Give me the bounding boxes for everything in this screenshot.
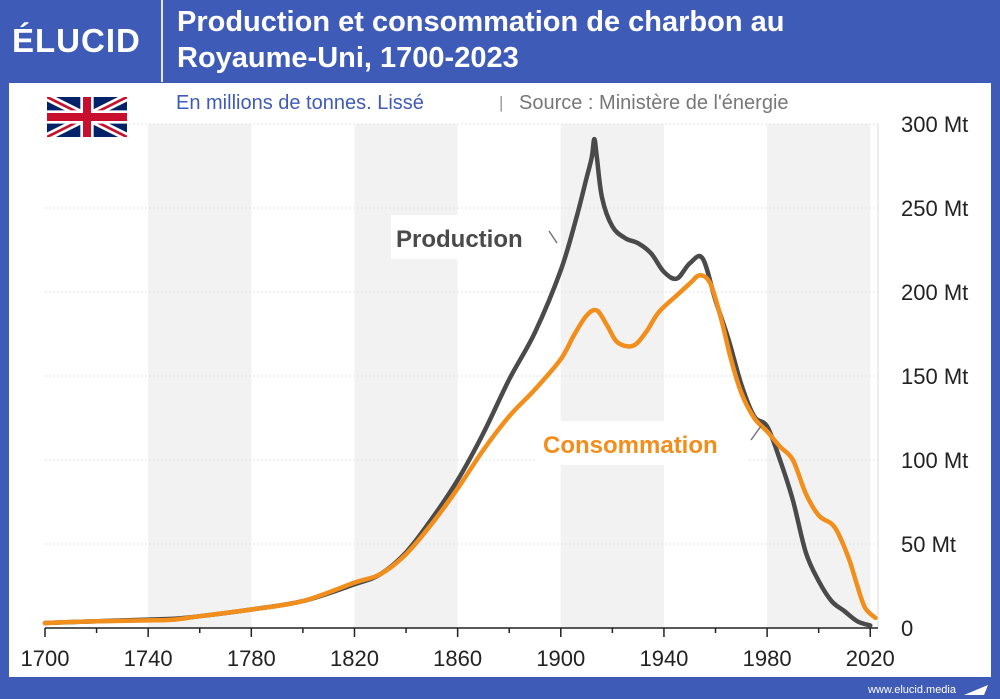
title-line-1: Production et consommation de charbon au	[177, 6, 785, 38]
x-tick-label: 1860	[433, 646, 482, 671]
subtitle-separator: |	[499, 93, 503, 112]
series-line-consommation	[42, 272, 878, 626]
annotation-bg	[537, 421, 747, 465]
annotation-consommation: Consommation	[543, 432, 718, 459]
x-tick-label: 1740	[124, 646, 173, 671]
header: ÉLUCID Production et consommation de cha…	[0, 0, 1000, 82]
x-tick-label: 1820	[330, 646, 379, 671]
x-tick-label: 1940	[639, 646, 688, 671]
uk-flag-icon	[47, 97, 127, 137]
annotation-leader	[548, 230, 558, 244]
band-1740	[148, 124, 252, 628]
title-line-2: Royaume-Uni, 1700-2023	[177, 42, 519, 74]
header-divider	[161, 0, 163, 82]
footer-url: www.elucid.media	[867, 684, 956, 696]
y-axis-labels: 0 50 Mt 100 Mt 150 Mt 200 Mt 250 Mt 300 Mt	[901, 112, 968, 641]
elucid-mark-icon	[964, 685, 988, 695]
chart-subtitle: En millions de tonnes. Lissé	[176, 92, 424, 114]
y-tick-label: 300 Mt	[901, 112, 968, 137]
chart-panel: En millions de tonnes. Lissé | Source : …	[9, 83, 991, 677]
y-tick-label: 100 Mt	[901, 448, 968, 473]
y-tick-label: 150 Mt	[901, 364, 968, 389]
x-tick-label: 2020	[846, 646, 895, 671]
x-tick-label: 1700	[21, 646, 70, 671]
x-axis: 1700 1740 1780 1820 1860 1900 1940 1980 2020	[21, 627, 895, 671]
annotation-production: Production	[396, 226, 523, 253]
y-tick-label: 0	[901, 616, 913, 641]
chart-svg: En millions de tonnes. Lissé | Source : …	[21, 92, 969, 671]
x-tick-label: 1980	[743, 646, 792, 671]
y-tick-label: 250 Mt	[901, 196, 968, 221]
x-tick-label: 1900	[536, 646, 585, 671]
y-tick-label: 200 Mt	[901, 280, 968, 305]
gridlines	[45, 123, 879, 628]
annotations: Production Consommation	[391, 215, 762, 465]
annotation-bg	[391, 215, 547, 259]
brand-logo: ÉLUCID	[12, 22, 141, 59]
x-tick-label: 1780	[227, 646, 276, 671]
y-tick-label: 50 Mt	[901, 532, 956, 557]
series-lines	[42, 136, 878, 628]
chart-source: Source : Ministère de l'énergie	[519, 92, 789, 114]
band-1900	[560, 124, 664, 628]
annotation-leader	[750, 425, 762, 441]
chart-title: Production et consommation de charbon au…	[177, 4, 977, 76]
